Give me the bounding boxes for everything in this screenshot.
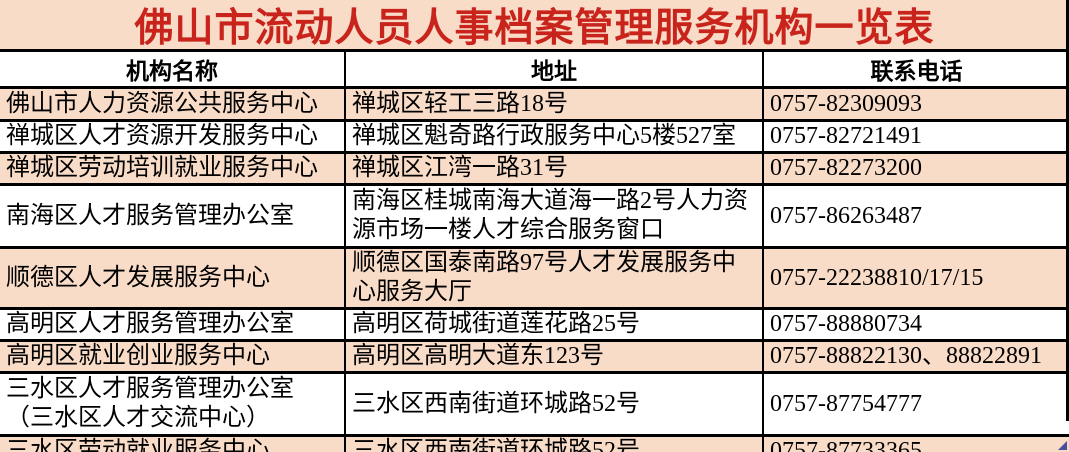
cell-address: 高明区荷城街道莲花路25号 xyxy=(344,307,764,342)
cell-phone: 0757-82309093 xyxy=(762,86,1069,122)
cell-org-name: 高明区就业创业服务中心 xyxy=(0,339,346,374)
agency-table: 机构名称 地址 联系电话 佛山市人力资源公共服务中心 禅城区轻工三路18号 07… xyxy=(0,52,1069,452)
table-header-row: 机构名称 地址 联系电话 xyxy=(0,52,1069,89)
corner-artifact-icon xyxy=(1058,441,1067,450)
table-row: 顺德区人才发展服务中心 顺德区国泰南路97号人才发展服务中心服务大厅 0757-… xyxy=(0,246,1069,310)
cell-address: 南海区桂城南海大道海一路2号人力资源市场一楼人才综合服务窗口 xyxy=(344,183,764,249)
column-header-address: 地址 xyxy=(344,52,764,89)
cell-address: 禅城区轻工三路18号 xyxy=(344,86,764,122)
table-row: 南海区人才服务管理办公室 南海区桂城南海大道海一路2号人力资源市场一楼人才综合服… xyxy=(0,183,1069,249)
cell-org-name: 顺德区人才发展服务中心 xyxy=(0,246,346,310)
cell-org-name: 三水区劳动就业服务中心 xyxy=(0,434,346,452)
cell-address: 三水区西南街道环城路52号 xyxy=(344,434,764,452)
column-header-phone: 联系电话 xyxy=(762,52,1069,89)
cell-address: 三水区西南街道环城路52号 xyxy=(344,371,764,437)
cell-org-name: 高明区人才服务管理办公室 xyxy=(0,307,346,342)
cell-phone: 0757-87733365 xyxy=(762,434,1069,452)
cell-address: 禅城区魁奇路行政服务中心5楼527室 xyxy=(344,119,764,154)
cell-phone: 0757-87754777 xyxy=(762,371,1069,437)
cell-phone: 0757-88822130、88822891 xyxy=(762,339,1069,374)
table-row: 三水区劳动就业服务中心 三水区西南街道环城路52号 0757-87733365 xyxy=(0,434,1069,452)
cell-phone: 0757-82273200 xyxy=(762,151,1069,186)
page-title: 佛山市流动人员人事档案管理服务机构一览表 xyxy=(0,0,1069,52)
table-row: 佛山市人力资源公共服务中心 禅城区轻工三路18号 0757-82309093 xyxy=(0,86,1069,122)
cell-address: 顺德区国泰南路97号人才发展服务中心服务大厅 xyxy=(344,246,764,310)
cell-address: 禅城区江湾一路31号 xyxy=(344,151,764,186)
table-right-border xyxy=(1066,0,1069,421)
cell-phone: 0757-86263487 xyxy=(762,183,1069,249)
cell-org-name: 禅城区人才资源开发服务中心 xyxy=(0,119,346,154)
table-row: 禅城区人才资源开发服务中心 禅城区魁奇路行政服务中心5楼527室 0757-82… xyxy=(0,119,1069,154)
table-row: 三水区人才服务管理办公室（三水区人才交流中心） 三水区西南街道环城路52号 07… xyxy=(0,371,1069,437)
table-row: 高明区就业创业服务中心 高明区高明大道东123号 0757-88822130、8… xyxy=(0,339,1069,374)
cell-address: 高明区高明大道东123号 xyxy=(344,339,764,374)
table-row: 禅城区劳动培训就业服务中心 禅城区江湾一路31号 0757-82273200 xyxy=(0,151,1069,186)
cell-org-name: 南海区人才服务管理办公室 xyxy=(0,183,346,249)
cell-org-name: 禅城区劳动培训就业服务中心 xyxy=(0,151,346,186)
column-header-org-name: 机构名称 xyxy=(0,52,346,89)
cell-phone: 0757-88880734 xyxy=(762,307,1069,342)
cell-phone: 0757-82721491 xyxy=(762,119,1069,154)
cell-org-name: 佛山市人力资源公共服务中心 xyxy=(0,86,346,122)
table-row: 高明区人才服务管理办公室 高明区荷城街道莲花路25号 0757-88880734 xyxy=(0,307,1069,342)
cell-phone: 0757-22238810/17/15 xyxy=(762,246,1069,310)
cell-org-name: 三水区人才服务管理办公室（三水区人才交流中心） xyxy=(0,371,346,437)
